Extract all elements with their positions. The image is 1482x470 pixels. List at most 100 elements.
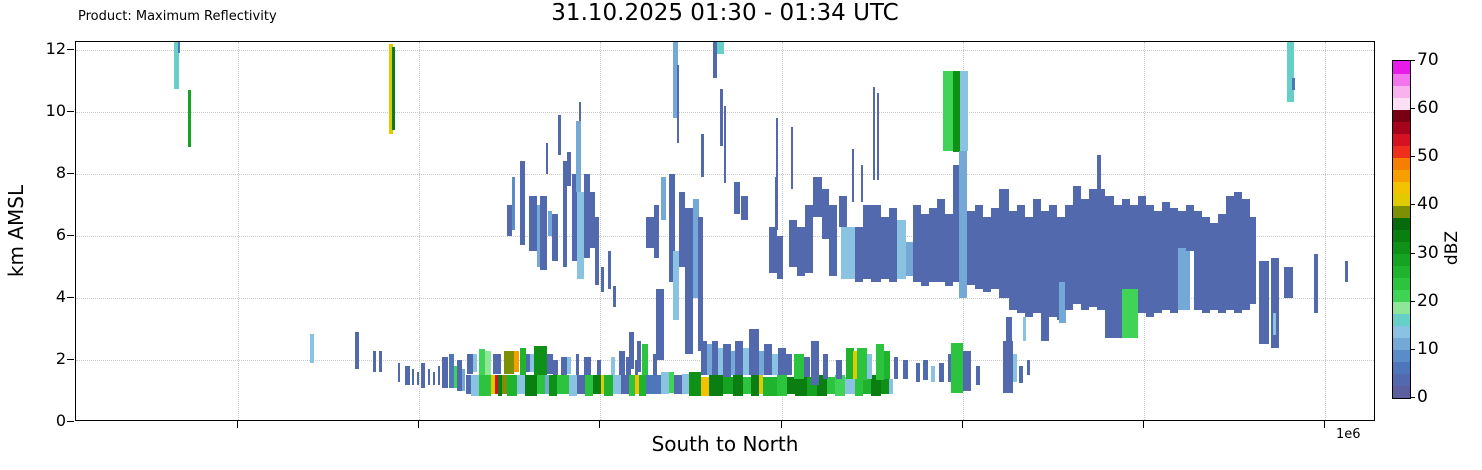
colorbar-band xyxy=(1393,313,1410,327)
reflectivity-bar xyxy=(1025,217,1033,317)
x-axis-offset-text: 1e6 xyxy=(1336,427,1361,442)
reflectivity-bar xyxy=(817,375,827,396)
reflectivity-bar xyxy=(963,350,971,391)
reflectivity-bar xyxy=(999,189,1009,298)
reflectivity-bar xyxy=(764,344,772,376)
reflectivity-bar xyxy=(713,42,724,55)
y-tick-label: 2 xyxy=(55,348,66,368)
reflectivity-bar xyxy=(392,46,395,131)
x-tick xyxy=(961,421,963,428)
reflectivity-bar xyxy=(188,90,191,148)
reflectivity-bar xyxy=(1284,266,1293,298)
reflectivity-bar xyxy=(471,375,479,396)
x-tick xyxy=(417,421,419,428)
reflectivity-bar xyxy=(991,207,999,289)
reflectivity-bar xyxy=(498,375,502,396)
reflectivity-bar xyxy=(479,349,485,376)
reflectivity-bar xyxy=(1059,282,1066,323)
x-gridline xyxy=(418,42,420,420)
reflectivity-bar xyxy=(449,353,454,388)
reflectivity-bar xyxy=(775,176,778,230)
reflectivity-bar xyxy=(1097,155,1101,190)
reflectivity-bar xyxy=(520,347,526,376)
reflectivity-bar xyxy=(786,353,792,376)
reflectivity-bar xyxy=(669,372,674,393)
reflectivity-bar xyxy=(646,375,661,395)
reflectivity-bar xyxy=(777,235,783,280)
reflectivity-bar xyxy=(485,350,491,376)
reflectivity-bar xyxy=(1154,211,1162,314)
reflectivity-bar xyxy=(540,195,547,270)
reflectivity-bar xyxy=(873,86,875,181)
reflectivity-bar xyxy=(557,375,569,395)
reflectivity-bar xyxy=(723,344,731,377)
colorbar-band xyxy=(1393,301,1410,315)
y-tick xyxy=(67,421,74,422)
reflectivity-bar xyxy=(502,375,507,395)
reflectivity-bar xyxy=(530,353,534,373)
colorbar-band xyxy=(1393,265,1410,279)
reflectivity-bar xyxy=(504,350,514,374)
reflectivity-bar xyxy=(579,102,581,122)
reflectivity-bar xyxy=(1138,195,1146,314)
reflectivity-bar xyxy=(789,220,797,267)
reflectivity-bar xyxy=(943,71,953,151)
reflectivity-bar xyxy=(906,242,913,277)
reflectivity-bar xyxy=(1122,288,1138,339)
colorbar-tick xyxy=(1410,252,1415,254)
reflectivity-bar xyxy=(778,347,786,376)
reflectivity-bar xyxy=(493,353,501,374)
reflectivity-bar xyxy=(433,372,435,385)
reflectivity-bar xyxy=(701,341,707,376)
reflectivity-bar xyxy=(577,192,584,280)
reflectivity-bar xyxy=(811,341,819,385)
reflectivity-bar xyxy=(923,359,928,381)
colorbar-band xyxy=(1393,193,1410,206)
reflectivity-bar xyxy=(791,127,793,190)
y-tick xyxy=(67,296,74,298)
reflectivity-bar xyxy=(1314,254,1318,314)
reflectivity-bar xyxy=(613,375,621,395)
reflectivity-bar xyxy=(512,176,515,230)
reflectivity-bar xyxy=(405,366,410,385)
colorbar-band xyxy=(1393,121,1410,134)
reflectivity-bar xyxy=(572,173,577,261)
reflectivity-bar xyxy=(601,375,604,395)
reflectivity-bar xyxy=(595,217,599,286)
reflectivity-bar xyxy=(466,375,471,395)
reflectivity-bar xyxy=(1178,211,1186,249)
reflectivity-bar xyxy=(1019,366,1023,384)
reflectivity-bar xyxy=(1292,77,1295,91)
reflectivity-bar xyxy=(1162,201,1170,311)
reflectivity-bar xyxy=(827,377,835,395)
reflectivity-bar xyxy=(529,195,537,252)
y-gridline xyxy=(76,297,1374,299)
reflectivity-bar xyxy=(577,375,585,395)
x-gridline xyxy=(600,42,602,420)
reflectivity-bar xyxy=(526,353,530,373)
reflectivity-bar xyxy=(929,207,937,283)
reflectivity-bar xyxy=(712,341,718,376)
reflectivity-bar xyxy=(545,375,549,395)
colorbar-band xyxy=(1393,61,1410,74)
reflectivity-bar xyxy=(976,366,980,385)
reflectivity-bar xyxy=(759,350,764,376)
colorbar-band xyxy=(1393,373,1410,387)
reflectivity-bar xyxy=(654,204,659,258)
reflectivity-bar xyxy=(621,375,629,395)
y-tick xyxy=(67,172,74,174)
reflectivity-bar xyxy=(637,341,641,373)
reflectivity-bar xyxy=(619,350,625,379)
colorbar-band xyxy=(1393,241,1410,255)
reflectivity-bar xyxy=(723,377,733,395)
colorbar-band xyxy=(1393,145,1410,158)
reflectivity-bar xyxy=(822,189,829,239)
reflectivity-bar xyxy=(517,375,525,395)
reflectivity-bar xyxy=(576,353,579,376)
reflectivity-bar xyxy=(903,359,908,379)
reflectivity-bar xyxy=(389,43,393,134)
reflectivity-bar xyxy=(635,375,639,395)
reflectivity-bar xyxy=(629,332,634,370)
reflectivity-bar xyxy=(1273,313,1276,336)
reflectivity-bar xyxy=(646,217,654,249)
